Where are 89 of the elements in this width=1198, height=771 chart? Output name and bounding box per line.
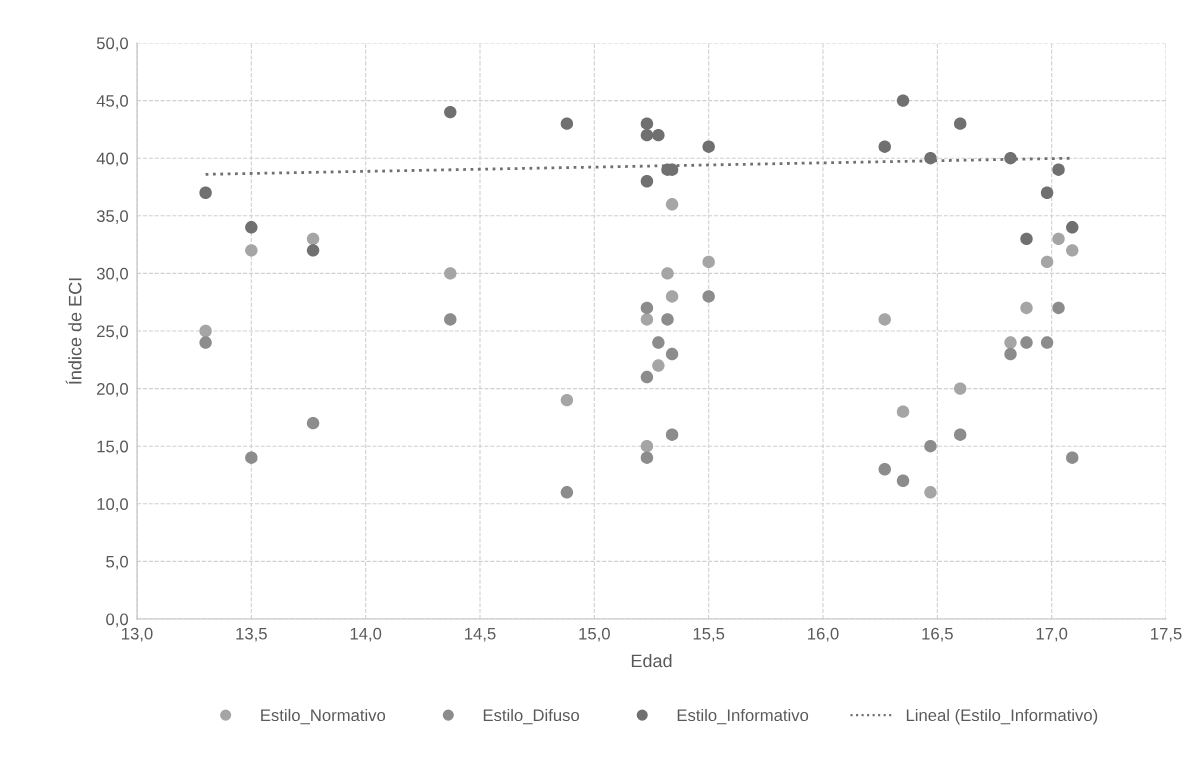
point: [652, 359, 665, 372]
point: [640, 313, 654, 326]
y-tick-label: 35,0: [96, 210, 129, 224]
point: [560, 117, 574, 130]
point: [245, 221, 258, 234]
point: [199, 324, 212, 338]
point: [199, 336, 212, 349]
point: [306, 416, 320, 430]
point: [661, 267, 674, 280]
y-tick-label: 40,0: [96, 152, 129, 167]
point: [640, 128, 654, 142]
point: [199, 186, 212, 199]
point: [1052, 232, 1065, 246]
x-tick-label: 17,5: [1151, 627, 1182, 642]
point: [896, 94, 910, 107]
point: [444, 105, 457, 119]
point: [1040, 336, 1054, 349]
point: [245, 244, 258, 257]
point: [640, 451, 654, 464]
y-axis-title: Índice de ECI: [65, 278, 82, 384]
point: [924, 486, 937, 499]
point: [1020, 301, 1033, 315]
point: [560, 393, 574, 407]
point: [896, 405, 910, 418]
point: [1052, 301, 1065, 315]
point: [1066, 451, 1079, 464]
y-tick-label: 10,0: [97, 498, 129, 512]
y-tick-label: 25,0: [97, 325, 129, 340]
point: [1040, 255, 1054, 269]
point: [896, 474, 910, 487]
point: [661, 313, 674, 326]
point: [1040, 186, 1054, 199]
point: [1004, 151, 1017, 165]
point: [1020, 336, 1033, 349]
y-tick-label: 20,0: [97, 383, 129, 397]
point: [652, 336, 665, 349]
point: [1066, 221, 1079, 234]
point: [1004, 336, 1017, 349]
point: [953, 382, 967, 395]
point: [924, 151, 937, 165]
point: [640, 439, 654, 453]
x-tick-label: 15,0: [579, 627, 610, 642]
y-tick-label: 5,0: [106, 555, 129, 570]
x-tick-label: 13,0: [122, 627, 153, 642]
point: [652, 128, 665, 142]
point: [560, 486, 574, 499]
point: [1052, 163, 1065, 176]
point: [953, 117, 967, 130]
point: [444, 313, 457, 326]
x-tick-label: 17,0: [1036, 627, 1068, 642]
point: [1004, 347, 1017, 361]
x-tick-label: 16,0: [808, 627, 839, 642]
point: [924, 439, 937, 453]
point: [702, 290, 715, 303]
point: [444, 267, 457, 280]
y-tick-label: 0,0: [106, 613, 129, 628]
legend-label: Estilo_Difuso: [483, 708, 580, 725]
point: [665, 290, 679, 303]
y-tick-label: 15,0: [97, 440, 129, 455]
point: [640, 370, 654, 384]
point: [878, 313, 891, 326]
point: [640, 175, 654, 188]
point: [640, 117, 654, 130]
y-tick-label: 30,0: [96, 267, 129, 282]
x-tick-label: 14,5: [465, 627, 496, 642]
point: [306, 232, 320, 246]
x-tick-label: 14,0: [350, 627, 382, 642]
y-tick-label: 50,0: [96, 37, 129, 52]
point: [640, 301, 654, 315]
point: [665, 347, 679, 361]
point: [702, 255, 715, 269]
point: [1066, 244, 1079, 257]
point: [702, 140, 715, 153]
x-axis-title: Edad: [631, 653, 672, 668]
point: [306, 244, 320, 257]
point: [665, 428, 679, 441]
legend-label: Estilo_Normativo: [261, 708, 386, 725]
legend-label: Lineal (Estilo_Informativo): [906, 708, 1098, 725]
point: [1020, 232, 1033, 246]
point: [245, 451, 258, 464]
x-tick-label: 13,5: [236, 627, 267, 642]
x-tick-label: 16,5: [922, 627, 953, 642]
legend-label: Estilo_Informativo: [677, 708, 809, 725]
point: [953, 428, 967, 441]
x-tick-label: 15,5: [693, 627, 725, 642]
point: [665, 198, 679, 211]
point: [878, 463, 891, 476]
point: [878, 140, 891, 153]
y-tick-label: 45,0: [96, 95, 129, 109]
